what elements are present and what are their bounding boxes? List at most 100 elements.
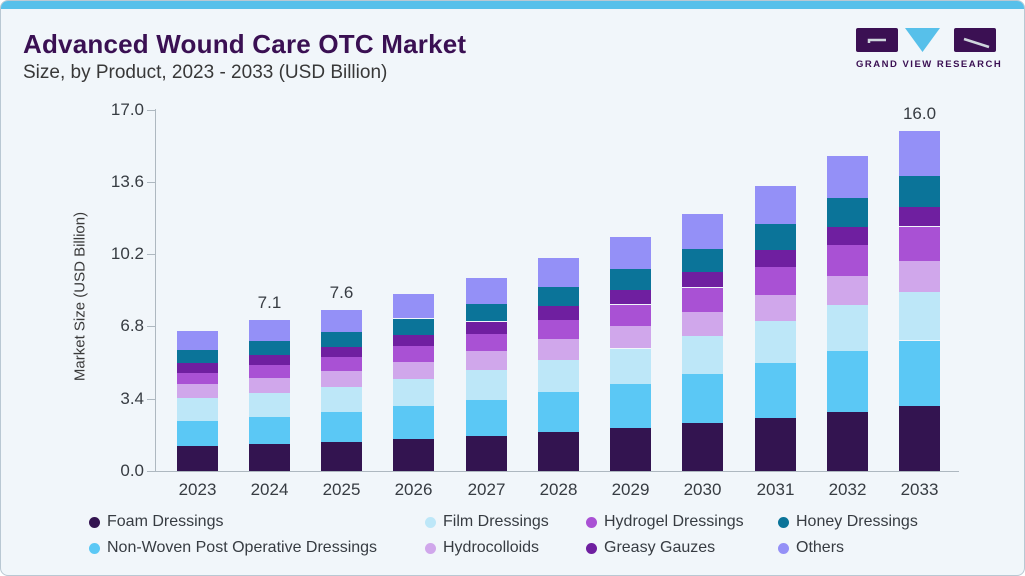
legend-label: Others: [796, 539, 845, 556]
bar-2031: [755, 1, 796, 471]
bar-segment: [177, 349, 218, 363]
x-tick-label: 2028: [539, 480, 578, 499]
page-subtitle: Size, by Product, 2023 - 2033 (USD Billi…: [23, 62, 388, 83]
bar-segment: [466, 435, 507, 471]
legend-dot-icon: [778, 517, 789, 528]
legend-label: Greasy Gauzes: [604, 539, 716, 556]
bar-segment: [538, 319, 579, 340]
y-tick-mark: [147, 109, 155, 111]
bar-segment: [393, 318, 434, 335]
bar-segment: [899, 176, 940, 208]
bar-segment: [827, 156, 868, 199]
bar-segment: [827, 276, 868, 306]
bar-segment: [321, 412, 362, 443]
bar-segment: [610, 326, 651, 349]
bar-segment: [249, 377, 290, 393]
bar-2032: [827, 1, 868, 471]
bar-segment: [321, 387, 362, 413]
y-tick-mark: [147, 181, 155, 183]
bar-segment: [610, 383, 651, 428]
bar-segment: [177, 420, 218, 447]
bar-2027: [466, 1, 507, 471]
bar-segment: [827, 227, 868, 246]
bar-segment: [393, 439, 434, 471]
bar-segment: [755, 294, 796, 322]
legend-dot-icon: [425, 517, 436, 528]
x-tick-label: 2023: [178, 480, 217, 499]
bar-segment: [899, 207, 940, 227]
bar-segment: [538, 339, 579, 360]
y-tick-label: 3.4: [120, 388, 144, 408]
bar-segment: [682, 214, 723, 249]
y-tick-label: 10.2: [110, 244, 144, 264]
bar-2029: [610, 1, 651, 471]
x-tick-label: 2031: [756, 480, 795, 499]
x-tick-label: 2030: [683, 480, 722, 499]
bar-segment: [682, 312, 723, 336]
x-tick-label: 2024: [250, 480, 289, 499]
legend-label: Hydrogel Dressings: [604, 513, 744, 530]
bar-segment: [538, 306, 579, 320]
bar-segment: [755, 363, 796, 418]
legend-dot-icon: [778, 543, 789, 554]
y-tick-mark: [147, 471, 155, 472]
bar-segment: [682, 272, 723, 288]
bar-total-label: 16.0: [902, 103, 937, 123]
bar-segment: [393, 294, 434, 319]
bar-segment: [321, 371, 362, 387]
bar-segment: [610, 348, 651, 384]
y-tick-mark: [147, 398, 155, 400]
y-tick-label: 6.8: [120, 316, 144, 336]
y-tick-label: 13.6: [110, 171, 144, 191]
x-tick-label: 2026: [394, 480, 433, 499]
bar-total-label: 7.6: [329, 282, 354, 302]
y-axis-line: [155, 109, 156, 471]
bar-segment: [466, 369, 507, 400]
bar-segment: [827, 305, 868, 351]
bar-segment: [682, 336, 723, 375]
bar-segment: [610, 290, 651, 305]
page-title: Advanced Wound Care OTC Market: [23, 29, 467, 59]
x-tick-label: 2032: [828, 480, 867, 499]
bar-2030: [682, 1, 723, 471]
bar-segment: [393, 361, 434, 379]
bar-total-label: 7.1: [257, 293, 282, 313]
logo-r-icon: [954, 28, 996, 52]
bar-segment: [899, 130, 940, 177]
bar-segment: [610, 304, 651, 327]
legend-label: Non-Woven Post Operative Dressings: [107, 539, 378, 556]
bar-segment: [899, 226, 940, 261]
bar-segment: [755, 321, 796, 363]
bar-segment: [466, 351, 507, 370]
bar-segment: [321, 346, 362, 358]
bar-segment: [177, 398, 218, 421]
bar-segment: [682, 374, 723, 424]
bar-segment: [393, 346, 434, 362]
bar-segment: [755, 250, 796, 268]
bar-segment: [827, 245, 868, 277]
bar-segment: [755, 185, 796, 225]
legend-dot-icon: [89, 543, 100, 554]
bar-segment: [177, 446, 218, 471]
bar-segment: [249, 340, 290, 355]
bar-segment: [827, 411, 868, 471]
bar-segment: [249, 392, 290, 417]
bar-segment: [899, 406, 940, 471]
bar-segment: [249, 444, 290, 471]
bar-segment: [466, 277, 507, 304]
bar-segment: [466, 399, 507, 436]
bar-segment: [899, 260, 940, 292]
bar-segment: [682, 287, 723, 312]
logo-wordmark: GRAND VIEW RESEARCH: [856, 59, 1003, 70]
bar-segment: [466, 333, 507, 352]
y-tick-mark: [147, 326, 155, 328]
bar-segment: [177, 362, 218, 373]
bar-segment: [755, 267, 796, 295]
bar-segment: [177, 384, 218, 399]
bar-segment: [755, 224, 796, 251]
x-tick-label: 2027: [467, 480, 506, 499]
bar-segment: [249, 364, 290, 378]
bar-segment: [538, 391, 579, 433]
bar-segment: [321, 357, 362, 372]
x-tick-label: 2029: [611, 480, 650, 499]
